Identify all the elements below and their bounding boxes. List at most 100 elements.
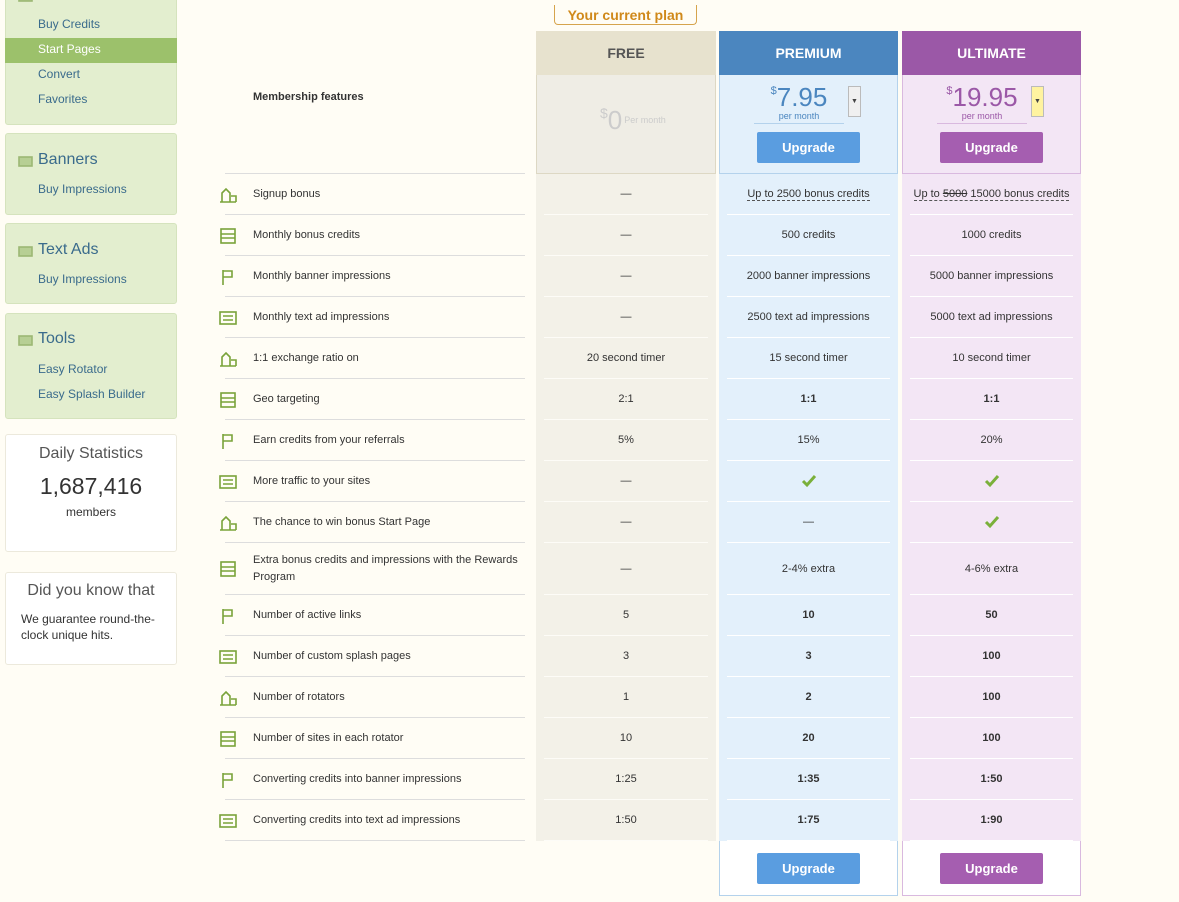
- feature-label: Earn credits from your referrals: [253, 434, 405, 446]
- sidebar-box: [5, 133, 177, 215]
- price: $0 Per month: [600, 105, 666, 136]
- feature-icon: [218, 349, 238, 369]
- feature-divider: [225, 542, 525, 543]
- plan-cell: —: [544, 174, 708, 215]
- active-item-bg: [5, 38, 177, 63]
- plan-cell: 5000 banner impressions: [910, 256, 1073, 297]
- feature-divider: [225, 378, 525, 379]
- feature-icon: [218, 431, 238, 451]
- feature-label: Extra bonus credits and impressions with…: [253, 554, 518, 583]
- plan-cell: [910, 461, 1073, 502]
- section-icon: [16, 242, 36, 262]
- upgrade-button[interactable]: Upgrade: [940, 853, 1043, 884]
- cell-text: 15 second timer: [769, 352, 848, 364]
- sidebar-link[interactable]: Easy Splash Builder: [38, 387, 146, 401]
- cell-text: 1000 credits: [961, 229, 1022, 241]
- check-icon: [984, 475, 999, 488]
- plan-cell: —: [544, 297, 708, 338]
- plan-cell: 20 second timer: [544, 338, 708, 379]
- check-icon: [801, 475, 816, 488]
- plan-cell: 1:1: [910, 379, 1073, 420]
- section-icon-svg: [18, 246, 33, 257]
- plan-cell: 10 second timer: [910, 338, 1073, 379]
- cell-text: 1:75: [797, 814, 820, 826]
- currency: $: [770, 85, 777, 97]
- cell-text: 50: [985, 609, 998, 621]
- upgrade-button[interactable]: Upgrade: [757, 853, 860, 884]
- period-dropdown[interactable]: ▼: [848, 86, 861, 117]
- plan-cell: 5%: [544, 420, 708, 461]
- plan-header: FREE: [536, 31, 716, 75]
- feature-divider: [225, 214, 525, 215]
- sidebar-link[interactable]: Buy Impressions: [38, 272, 127, 286]
- feature-divider: [225, 676, 525, 677]
- plan-cell: 20%: [910, 420, 1073, 461]
- plan-cell: 20: [727, 718, 890, 759]
- plan-cell: 3: [544, 636, 708, 677]
- feature-icon-svg: [220, 227, 236, 244]
- cell-text: —: [620, 229, 632, 241]
- plan-cell: [910, 502, 1073, 543]
- cell-text: —: [620, 562, 632, 575]
- sidebar-link[interactable]: Favorites: [38, 92, 88, 106]
- upgrade-button[interactable]: Upgrade: [757, 132, 860, 163]
- bonus-rest: 15000 bonus credits: [970, 187, 1070, 200]
- section-title[interactable]: Websites: [38, 0, 104, 4]
- feature-label: Monthly bonus credits: [253, 229, 360, 241]
- plan-cell: 1:1: [727, 379, 890, 420]
- feature-icon: [218, 390, 238, 410]
- plan-cell: 1:50: [544, 800, 708, 841]
- feature-icon: [218, 559, 238, 579]
- plan-cell: —: [727, 502, 890, 543]
- feature-divider: [225, 799, 525, 800]
- currency: $: [600, 105, 608, 121]
- dropdown-arrow: ▼: [1034, 98, 1041, 105]
- cell-text: 20: [802, 732, 815, 744]
- section-icon: [16, 0, 36, 7]
- cell-text: 1:35: [797, 773, 820, 785]
- feature-divider: [225, 460, 525, 461]
- sidebar-link[interactable]: Easy Rotator: [38, 362, 108, 376]
- feature-divider: [225, 501, 525, 502]
- feature-icon: [218, 267, 238, 287]
- sidebar-box: [5, 313, 177, 419]
- period-dropdown[interactable]: ▼: [1031, 86, 1044, 117]
- sidebar-link[interactable]: Convert: [38, 67, 81, 81]
- plan-header: PREMIUM: [719, 31, 898, 75]
- price-period: per month: [778, 111, 820, 121]
- cell-text: —: [620, 516, 632, 528]
- section-icon-svg: [18, 335, 33, 346]
- section-title[interactable]: Banners: [38, 151, 98, 168]
- plan-cell: 3: [727, 636, 890, 677]
- section-title[interactable]: Tools: [38, 330, 76, 347]
- cell-text: 5%: [618, 434, 634, 446]
- plan-cell: 2: [727, 677, 890, 718]
- cell-text: 10: [802, 609, 815, 621]
- section-icon-svg: [18, 156, 33, 167]
- sidebar-link[interactable]: Buy Impressions: [38, 182, 127, 196]
- feature-icon-svg: [219, 649, 237, 664]
- sidebar-link[interactable]: Start Pages: [38, 42, 101, 56]
- feature-label: Converting credits into banner impressio…: [253, 773, 462, 785]
- sidebar-box: [5, 223, 177, 304]
- cell-text: —: [620, 188, 632, 200]
- feature-icon: [218, 308, 238, 328]
- upgrade-button[interactable]: Upgrade: [940, 132, 1043, 163]
- feature-icon-svg: [222, 608, 233, 624]
- plan-cell: [727, 461, 890, 502]
- cell-text: 100: [982, 650, 1001, 662]
- cell-text: 1:25: [615, 773, 637, 785]
- feature-icon: [218, 729, 238, 749]
- stats-value: 1,687,416: [39, 473, 143, 499]
- plan-cell: 15%: [727, 420, 890, 461]
- plan-column-bg: [719, 174, 898, 841]
- feature-divider: [225, 337, 525, 338]
- feature-label: More traffic to your sites: [253, 475, 371, 487]
- cell-text: 100: [982, 691, 1001, 703]
- plan-cell: —: [544, 256, 708, 297]
- cell-text: 1:90: [980, 814, 1003, 826]
- sidebar-link[interactable]: Buy Credits: [38, 17, 101, 31]
- section-title[interactable]: Text Ads: [38, 241, 99, 258]
- cell-text: 500 credits: [781, 229, 836, 241]
- tip-title: Did you know that: [27, 582, 155, 599]
